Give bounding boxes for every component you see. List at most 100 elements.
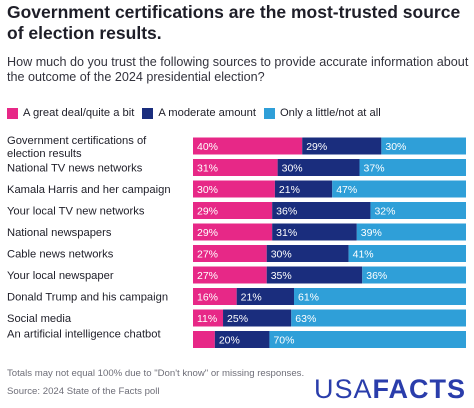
bar-segment-moderate xyxy=(223,309,292,327)
bar-segment-moderate xyxy=(274,180,333,198)
category-label: National TV news networks xyxy=(7,163,143,175)
data-label-great-deal: 16% xyxy=(197,292,218,304)
data-label-moderate: 30% xyxy=(271,249,292,261)
data-label-moderate: 21% xyxy=(241,292,262,304)
category-label: Government certifications of election res… xyxy=(7,135,147,160)
bar-segment-little xyxy=(291,309,466,327)
bar-row: Government certifications of election res… xyxy=(7,135,466,160)
bar-segment-great-deal xyxy=(193,331,215,348)
data-label-moderate: 20% xyxy=(219,335,240,347)
data-label-moderate: 36% xyxy=(276,206,297,218)
data-label-great-deal: 29% xyxy=(197,206,218,218)
data-label-moderate: 31% xyxy=(276,227,297,239)
bar-segment-great-deal xyxy=(193,266,267,284)
data-label-little: 70% xyxy=(273,335,294,347)
footnote-source: Source: 2024 State of the Facts poll xyxy=(7,386,160,397)
bar-segment-great-deal xyxy=(193,159,278,176)
category-label: Social media xyxy=(7,313,72,325)
chart-subtitle: How much do you trust the following sour… xyxy=(7,55,469,84)
data-label-moderate: 21% xyxy=(279,184,300,196)
bar-row: National newspapers 29% 31% 39% xyxy=(7,223,466,241)
bar-row: Donald Trump and his campaign 16% 21% 61% xyxy=(7,288,466,305)
bar-segment-great-deal xyxy=(193,202,273,219)
bar-segment-little xyxy=(362,266,466,284)
legend-label-little: Only a little/not at all xyxy=(279,107,381,119)
bar-segment-moderate xyxy=(266,245,349,262)
category-label-line: An artificial intelligence chatbot xyxy=(7,329,161,341)
bar-row: Your local newspaper 27% 35% 36% xyxy=(7,266,466,284)
data-label-great-deal: 40% xyxy=(197,141,218,153)
bar-segment-moderate xyxy=(277,159,360,176)
data-label-moderate: 35% xyxy=(271,270,292,282)
legend-swatch-moderate xyxy=(142,107,154,119)
legend: A great deal/quite a bit A moderate amou… xyxy=(7,106,469,120)
bar-segment-moderate xyxy=(302,137,382,155)
data-label-little: 47% xyxy=(336,184,357,196)
bar-row: National TV news networks 31% 30% 37% xyxy=(7,159,466,176)
legend-item-moderate: A moderate amount xyxy=(142,107,256,119)
data-label-great-deal: 27% xyxy=(197,249,218,261)
category-label: Your local TV new networks xyxy=(7,206,145,218)
legend-item-great-deal: A great deal/quite a bit xyxy=(7,107,134,119)
legend-swatch-great-deal xyxy=(7,107,18,119)
category-label: National newspapers xyxy=(7,227,112,239)
data-label-great-deal: 11% xyxy=(197,313,217,325)
bar-segment-moderate xyxy=(272,223,357,241)
bar-segment-little xyxy=(348,245,466,262)
data-label-little: 30% xyxy=(385,141,406,153)
legend-label-moderate: A moderate amount xyxy=(158,107,256,119)
bar-segment-moderate xyxy=(214,331,270,348)
category-label-line: election results xyxy=(7,148,82,160)
bar-segment-little xyxy=(294,288,466,305)
bar-segment-moderate xyxy=(272,202,371,219)
data-label-little: 39% xyxy=(361,227,382,239)
bar-segment-little xyxy=(381,137,466,155)
data-label-little: 37% xyxy=(364,163,385,175)
category-label: Cable news networks xyxy=(7,249,114,261)
chart-title: Government certifications are the most-t… xyxy=(7,2,461,43)
data-label-great-deal: 31% xyxy=(197,163,218,175)
bar-segment-great-deal xyxy=(193,288,237,305)
footnote-totals: Totals may not equal 100% due to "Don't … xyxy=(7,368,305,379)
logo-text-usa: USA xyxy=(313,374,373,404)
bar-row: Social media 11% 25% 63% xyxy=(7,309,466,327)
data-label-moderate: 29% xyxy=(306,141,327,153)
bar-segment-great-deal xyxy=(193,309,224,327)
bar-segment-little xyxy=(370,202,466,219)
bar-row: Your local TV new networks 29% 36% 32% xyxy=(7,202,466,219)
legend-label-great-deal: A great deal/quite a bit xyxy=(23,107,135,119)
category-label: Kamala Harris and her campaign xyxy=(7,184,171,196)
bar-segment-moderate xyxy=(266,266,363,284)
bar-segment-little xyxy=(269,331,466,348)
bar-row: An artificial intelligence chatbot 20% 70% xyxy=(7,329,466,348)
bar-row: Cable news networks 27% 30% 41% xyxy=(7,245,466,262)
bar-segment-moderate xyxy=(236,288,295,305)
category-label: An artificial intelligence chatbot xyxy=(7,329,161,341)
legend-item-little: Only a little/not at all xyxy=(263,107,381,119)
bar-segment-little xyxy=(356,223,466,241)
bar-segment-great-deal xyxy=(193,180,275,198)
category-label: Your local newspaper xyxy=(7,270,114,282)
usafacts-logo: USAFACTS xyxy=(314,374,466,405)
stacked-bar-chart: Government certifications of election res… xyxy=(7,135,466,348)
bar-segment-great-deal xyxy=(193,137,303,155)
data-label-little: 32% xyxy=(374,206,395,218)
data-label-little: 36% xyxy=(366,270,387,282)
data-label-little: 61% xyxy=(298,292,319,304)
bar-row: Kamala Harris and her campaign 30% 21% 47% xyxy=(7,180,466,198)
logo-text-facts: FACTS xyxy=(372,374,466,404)
data-label-great-deal: 30% xyxy=(197,184,218,196)
bar-segment-little xyxy=(332,180,466,198)
data-label-great-deal: 29% xyxy=(197,227,218,239)
bar-segment-great-deal xyxy=(193,223,273,241)
bar-segment-great-deal xyxy=(193,245,267,262)
data-label-moderate: 30% xyxy=(282,163,303,175)
data-label-moderate: 25% xyxy=(227,313,248,325)
category-label-line: Government certifications of xyxy=(7,135,147,147)
data-label-great-deal: 27% xyxy=(197,270,218,282)
legend-swatch-little xyxy=(263,107,275,119)
data-label-little: 41% xyxy=(353,249,374,261)
data-label-little: 63% xyxy=(295,313,316,325)
bar-segment-little xyxy=(359,159,466,176)
category-label: Donald Trump and his campaign xyxy=(7,292,168,304)
